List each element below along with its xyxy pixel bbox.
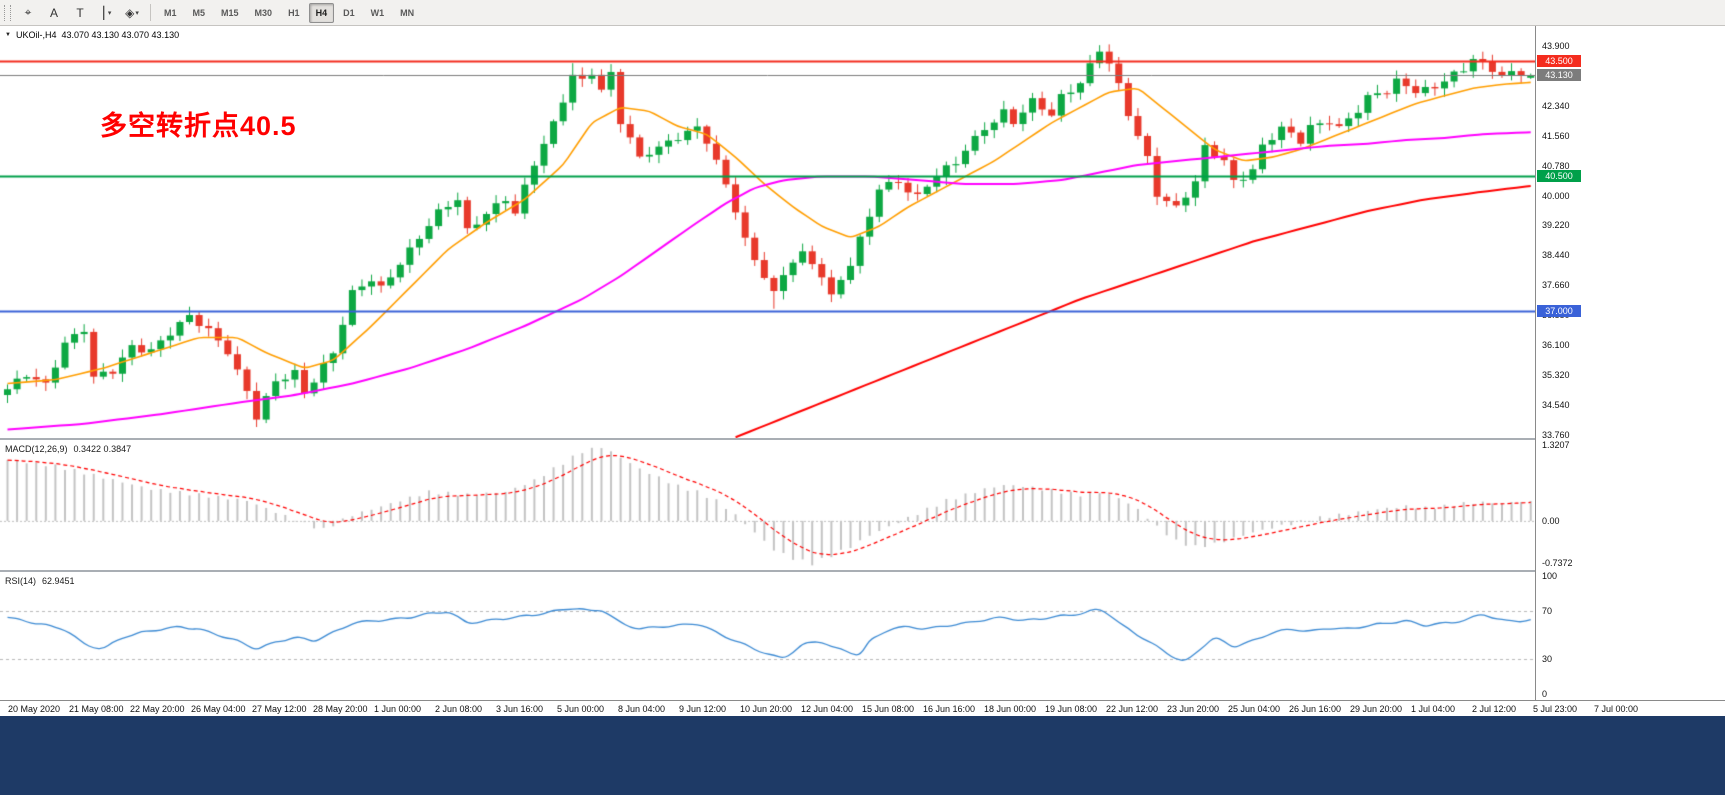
dropdown-caret-icon: ▾	[135, 9, 139, 17]
timeframe-M5-button[interactable]: M5	[192, 7, 206, 18]
price-tick-label: 36.100	[1542, 340, 1570, 351]
time-axis-label: 29 Jun 20:00	[1350, 704, 1403, 714]
price-tick-label: 40.000	[1542, 190, 1570, 201]
symbol-title: UKOil-,H4	[15, 30, 57, 40]
time-axis-label: 19 Jun 08:00	[1045, 704, 1098, 714]
time-axis-label: 1 Jun 00:00	[374, 704, 422, 714]
bottom-panel	[0, 716, 1725, 795]
time-axis-label: 9 Jun 12:00	[679, 704, 727, 714]
timeframe-H4-button[interactable]: H4	[308, 2, 335, 23]
time-axis-label: 25 Jun 04:00	[1228, 704, 1281, 714]
crosshair-icon: ⌖	[24, 5, 32, 19]
rsi-tick-label: 30	[1542, 653, 1553, 664]
time-axis-label: 5 Jun 00:00	[557, 704, 605, 714]
price-tick-label: 40.780	[1542, 160, 1570, 171]
time-axis-label: 26 Jun 16:00	[1289, 704, 1342, 714]
time-axis-label: 8 Jun 04:00	[618, 704, 666, 714]
time-axis-label: 22 May 20:00	[130, 704, 185, 714]
price-tick-label: 33.760	[1542, 429, 1570, 440]
text-label-button[interactable]: A	[41, 2, 67, 24]
toolbar: ⌖ A T ⎮ ▾ ◈ ▾ M1 M5 M15 M30 H1 H4 D1 W1 MN	[0, 0, 1725, 26]
chart-symbol-header: ▼ UKOil-,H4 43.070 43.130 43.070 43.130	[5, 30, 179, 40]
time-axis-label: 18 Jun 00:00	[984, 704, 1037, 714]
pane-divider[interactable]	[0, 570, 1725, 572]
macd-indicator-header: MACD(12,26,9) 0.3422 0.3847	[5, 444, 131, 454]
time-axis-label: 2 Jul 12:00	[1472, 704, 1517, 714]
time-axis-label: 27 May 12:00	[252, 704, 307, 714]
vertical-line-button[interactable]: ⎮ ▾	[93, 2, 119, 24]
price-tick-label: 43.900	[1542, 40, 1570, 51]
time-axis-label: 16 Jun 16:00	[923, 704, 976, 714]
macd-tick-label: 1.3207	[1542, 439, 1570, 450]
time-axis-label: 22 Jun 12:00	[1106, 704, 1159, 714]
rsi-pane-canvas[interactable]	[0, 572, 1535, 700]
macd-tick-label: -0.7372	[1542, 558, 1573, 569]
timeframe-M15-button[interactable]: M15	[221, 7, 239, 18]
time-axis-label: 5 Jul 23:00	[1533, 704, 1578, 714]
rsi-indicator-header: RSI(14) 62.9451	[5, 576, 75, 586]
symbol-dropdown-icon[interactable]: ▼	[5, 32, 11, 38]
time-axis-label: 2 Jun 08:00	[435, 704, 483, 714]
macd-tick-label: 0.00	[1542, 515, 1560, 526]
rsi-tick-label: 70	[1542, 606, 1553, 617]
timeframe-W1-button[interactable]: W1	[370, 7, 385, 18]
time-axis-label: 12 Jun 04:00	[801, 704, 854, 714]
shapes-button[interactable]: ◈ ▾	[119, 2, 145, 24]
time-axis-label: 23 Jun 20:00	[1167, 704, 1220, 714]
toolbar-separator	[150, 4, 151, 21]
toolbar-tools: ⌖ A T ⎮ ▾ ◈ ▾	[15, 2, 145, 24]
vertical-line-icon: ⎮	[100, 5, 107, 20]
toolbar-timeframes: M1 M5 M15 M30 H1 H4 D1 W1 MN	[156, 2, 422, 23]
time-axis-label: 3 Jun 16:00	[496, 704, 544, 714]
macd-pane-canvas[interactable]	[0, 440, 1535, 570]
text-label-icon: A	[49, 5, 58, 20]
price-tick-label: 34.540	[1542, 400, 1570, 410]
shapes-icon: ◈	[125, 5, 135, 20]
symbol-ohlc-values: 43.070 43.130 43.070 43.130	[61, 30, 180, 40]
timeframe-M30-button[interactable]: M30	[254, 7, 273, 18]
time-axis-label: 26 May 04:00	[191, 704, 246, 714]
timeframe-H1-button[interactable]: H1	[288, 7, 300, 18]
text-tool-button[interactable]: T	[67, 2, 93, 24]
pane-divider[interactable]	[0, 438, 1725, 440]
time-axis-label: 1 Jul 04:00	[1411, 704, 1456, 714]
rsi-tick-label: 100	[1542, 571, 1558, 581]
dropdown-caret-icon: ▾	[107, 9, 112, 17]
price-level-badge: 43.130	[1537, 69, 1581, 82]
main-chart-canvas[interactable]	[0, 26, 1535, 438]
price-level-badge: 43.500	[1537, 55, 1581, 68]
macd-indicator-values: 0.3422 0.3847	[73, 444, 132, 454]
price-tick-label: 38.440	[1542, 250, 1570, 261]
time-axis-label: 20 May 2020	[8, 704, 61, 714]
price-axis[interactable]: 43.900 42.340 41.560 40.780 40.000 39.220 38.4…	[1535, 26, 1725, 700]
rsi-tick-label: 0	[1542, 689, 1548, 699]
price-tick-label: 41.560	[1542, 130, 1570, 141]
time-axis-label: 21 May 08:00	[69, 704, 124, 714]
time-axis[interactable]: 20 May 2020 21 May 08:00 22 May 20:00 26 Ma…	[0, 700, 1725, 716]
toolbar-grip[interactable]	[4, 4, 11, 21]
rsi-indicator-value: 62.9451	[42, 576, 75, 586]
annotation-text: 多空转折点40.5	[100, 111, 297, 141]
price-level-badge: 40.500	[1537, 170, 1581, 183]
macd-indicator-label: MACD(12,26,9)	[5, 444, 68, 454]
timeframe-M1-button[interactable]: M1	[164, 7, 177, 18]
text-tool-icon: T	[76, 5, 84, 20]
timeframe-D1-button[interactable]: D1	[343, 7, 355, 18]
timeframe-MN-button[interactable]: MN	[400, 7, 415, 18]
time-axis-label: 15 Jun 08:00	[862, 704, 915, 714]
price-tick-label: 37.660	[1542, 280, 1570, 291]
price-level-badge: 37.000	[1537, 304, 1581, 317]
price-tick-label: 35.320	[1542, 370, 1570, 381]
price-tick-label: 39.220	[1542, 220, 1570, 231]
rsi-indicator-label: RSI(14)	[5, 576, 37, 586]
price-tick-label: 42.340	[1542, 100, 1570, 111]
time-axis-label: 7 Jul 00:00	[1594, 704, 1639, 714]
time-axis-label: 28 May 20:00	[313, 704, 368, 714]
crosshair-button[interactable]: ⌖	[15, 2, 41, 24]
time-axis-label: 10 Jun 20:00	[740, 704, 793, 714]
